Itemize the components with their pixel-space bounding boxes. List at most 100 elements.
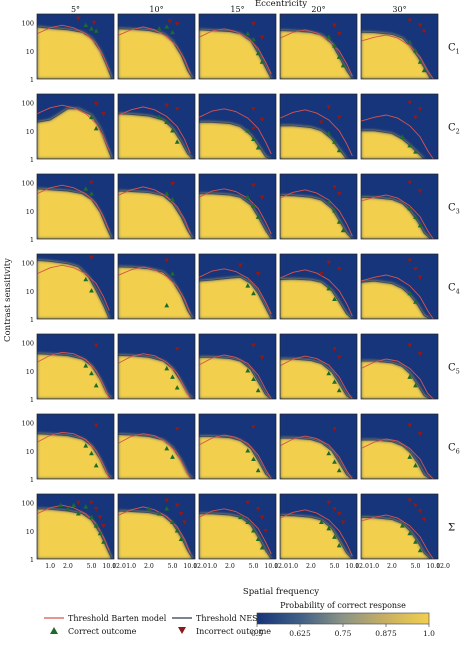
panel-r4-c2 bbox=[117, 253, 196, 320]
correct-outcome-marker bbox=[255, 214, 261, 219]
correct-outcome-marker bbox=[174, 528, 180, 533]
y-tick-label: 10 bbox=[26, 48, 34, 56]
probability-region bbox=[37, 26, 112, 79]
incorrect-outcome-marker bbox=[255, 506, 261, 512]
correct-outcome-marker bbox=[164, 119, 170, 125]
x-tick-label: 12.0 bbox=[274, 563, 288, 570]
incorrect-outcome-marker bbox=[336, 266, 342, 272]
correct-outcome-marker bbox=[83, 186, 89, 191]
correct-outcome-marker bbox=[245, 283, 251, 288]
incorrect-outcome-marker bbox=[336, 115, 342, 120]
y-tick-label: 10 bbox=[26, 208, 34, 216]
panel-r3-c3 bbox=[198, 173, 277, 240]
probability-region bbox=[361, 517, 431, 559]
x-tick-label: 10.0 bbox=[426, 563, 440, 570]
incorrect-outcome-marker bbox=[101, 111, 106, 117]
incorrect-outcome-marker bbox=[174, 21, 180, 27]
panel-r6-c1 bbox=[36, 413, 115, 480]
correct-outcome-marker bbox=[93, 382, 99, 388]
y-tick-label: 100 bbox=[22, 340, 34, 348]
x-tick-label: 1.0 bbox=[369, 563, 379, 570]
eccentricity-col-label: 20° bbox=[311, 5, 325, 14]
nest-legend-label: Threshold NEST bbox=[196, 614, 264, 623]
panel-frame bbox=[279, 173, 358, 240]
nest-threshold-line bbox=[37, 508, 113, 559]
correct-outcome-marker bbox=[245, 368, 251, 373]
eccentricity-col-label: 5° bbox=[71, 5, 80, 14]
barten-threshold-line bbox=[37, 24, 110, 71]
correct-outcome-marker bbox=[413, 48, 418, 53]
correct-outcome-marker bbox=[326, 199, 332, 205]
barten-threshold-line bbox=[280, 29, 353, 76]
incorrect-outcome-marker bbox=[417, 509, 423, 514]
correct-outcome-marker bbox=[407, 290, 413, 296]
correct-outcome-marker bbox=[413, 539, 418, 544]
eccentricity-col-label: 15° bbox=[230, 5, 244, 14]
correct-outcome-marker bbox=[170, 454, 175, 459]
panel-frame bbox=[279, 333, 358, 400]
correct-outcome-marker bbox=[101, 539, 106, 544]
colorbar-title: Probability of correct response bbox=[280, 601, 406, 610]
panel-frame bbox=[117, 13, 196, 80]
probability-region bbox=[37, 108, 112, 159]
nest-threshold-line bbox=[199, 121, 272, 159]
barten-threshold-line bbox=[361, 194, 434, 239]
correct-outcome-marker bbox=[89, 26, 94, 31]
correct-outcome-marker bbox=[251, 376, 256, 382]
correct-outcome-marker bbox=[417, 59, 423, 64]
nest-threshold-line bbox=[37, 259, 110, 319]
nest-threshold-line bbox=[361, 439, 431, 479]
incorrect-outcome-marker bbox=[251, 126, 256, 132]
correct-outcome-marker bbox=[245, 31, 251, 36]
probability-region bbox=[37, 508, 112, 559]
correct-outcome-marker bbox=[58, 502, 63, 508]
barten-threshold-line bbox=[118, 353, 191, 399]
correct-outcome-marker bbox=[251, 203, 256, 208]
correct-outcome-marker bbox=[336, 219, 342, 224]
x-tick-label: 10.0 bbox=[183, 563, 197, 570]
panel-frame bbox=[279, 253, 358, 320]
correct-outcome-marker bbox=[407, 205, 413, 211]
incorrect-outcome-marker bbox=[417, 106, 423, 112]
correct-outcome-marker bbox=[318, 519, 324, 525]
panel-r2-c1 bbox=[36, 93, 115, 160]
x-tick-label: 1.0 bbox=[126, 563, 136, 570]
chart-title: Eccentricity bbox=[255, 0, 307, 9]
x-tick-label: 2.0 bbox=[225, 563, 235, 570]
panel-r1-c4 bbox=[279, 13, 358, 80]
correct-outcome-marker bbox=[164, 506, 170, 511]
correct-outcome-marker bbox=[332, 296, 337, 302]
correct-outcome-marker bbox=[413, 149, 418, 154]
panel-frame bbox=[36, 413, 115, 480]
panel-frame bbox=[360, 13, 439, 80]
legend: Threshold Barten model Threshold NEST Co… bbox=[44, 614, 271, 636]
barten-threshold-line bbox=[118, 266, 191, 314]
probability-region bbox=[199, 193, 272, 239]
correct-legend-label: Correct outcome bbox=[68, 627, 137, 636]
panel-frame bbox=[279, 13, 358, 80]
correct-outcome-marker bbox=[326, 525, 332, 531]
probability-region bbox=[280, 438, 353, 479]
barten-threshold-line bbox=[280, 189, 353, 236]
correct-outcome-marker bbox=[89, 114, 94, 120]
x-tick-label: 5.0 bbox=[168, 563, 178, 570]
correct-outcome-marker bbox=[164, 445, 170, 451]
panel-frame bbox=[117, 93, 196, 160]
panel-frame bbox=[360, 173, 439, 240]
incorrect-outcome-marker bbox=[259, 515, 265, 520]
incorrect-marker-icon bbox=[178, 627, 186, 634]
x-tick-label: 1.0 bbox=[207, 563, 217, 570]
y-tick-label: 100 bbox=[22, 500, 34, 508]
colorbar-tick-label: 0.75 bbox=[335, 629, 352, 638]
probability-region bbox=[118, 191, 193, 239]
correct-outcome-marker bbox=[245, 128, 251, 133]
x-tick-label: 12.0 bbox=[112, 563, 126, 570]
barten-threshold-line bbox=[280, 509, 353, 556]
y-tick-label: 10 bbox=[26, 128, 34, 136]
condition-row-label: C3 bbox=[448, 203, 460, 216]
correct-outcome-marker bbox=[245, 194, 251, 200]
correct-outcome-marker bbox=[417, 222, 423, 228]
condition-row-label: C2 bbox=[448, 123, 460, 136]
x-tick-label: 2.0 bbox=[144, 563, 154, 570]
correct-outcome-marker bbox=[75, 511, 81, 516]
